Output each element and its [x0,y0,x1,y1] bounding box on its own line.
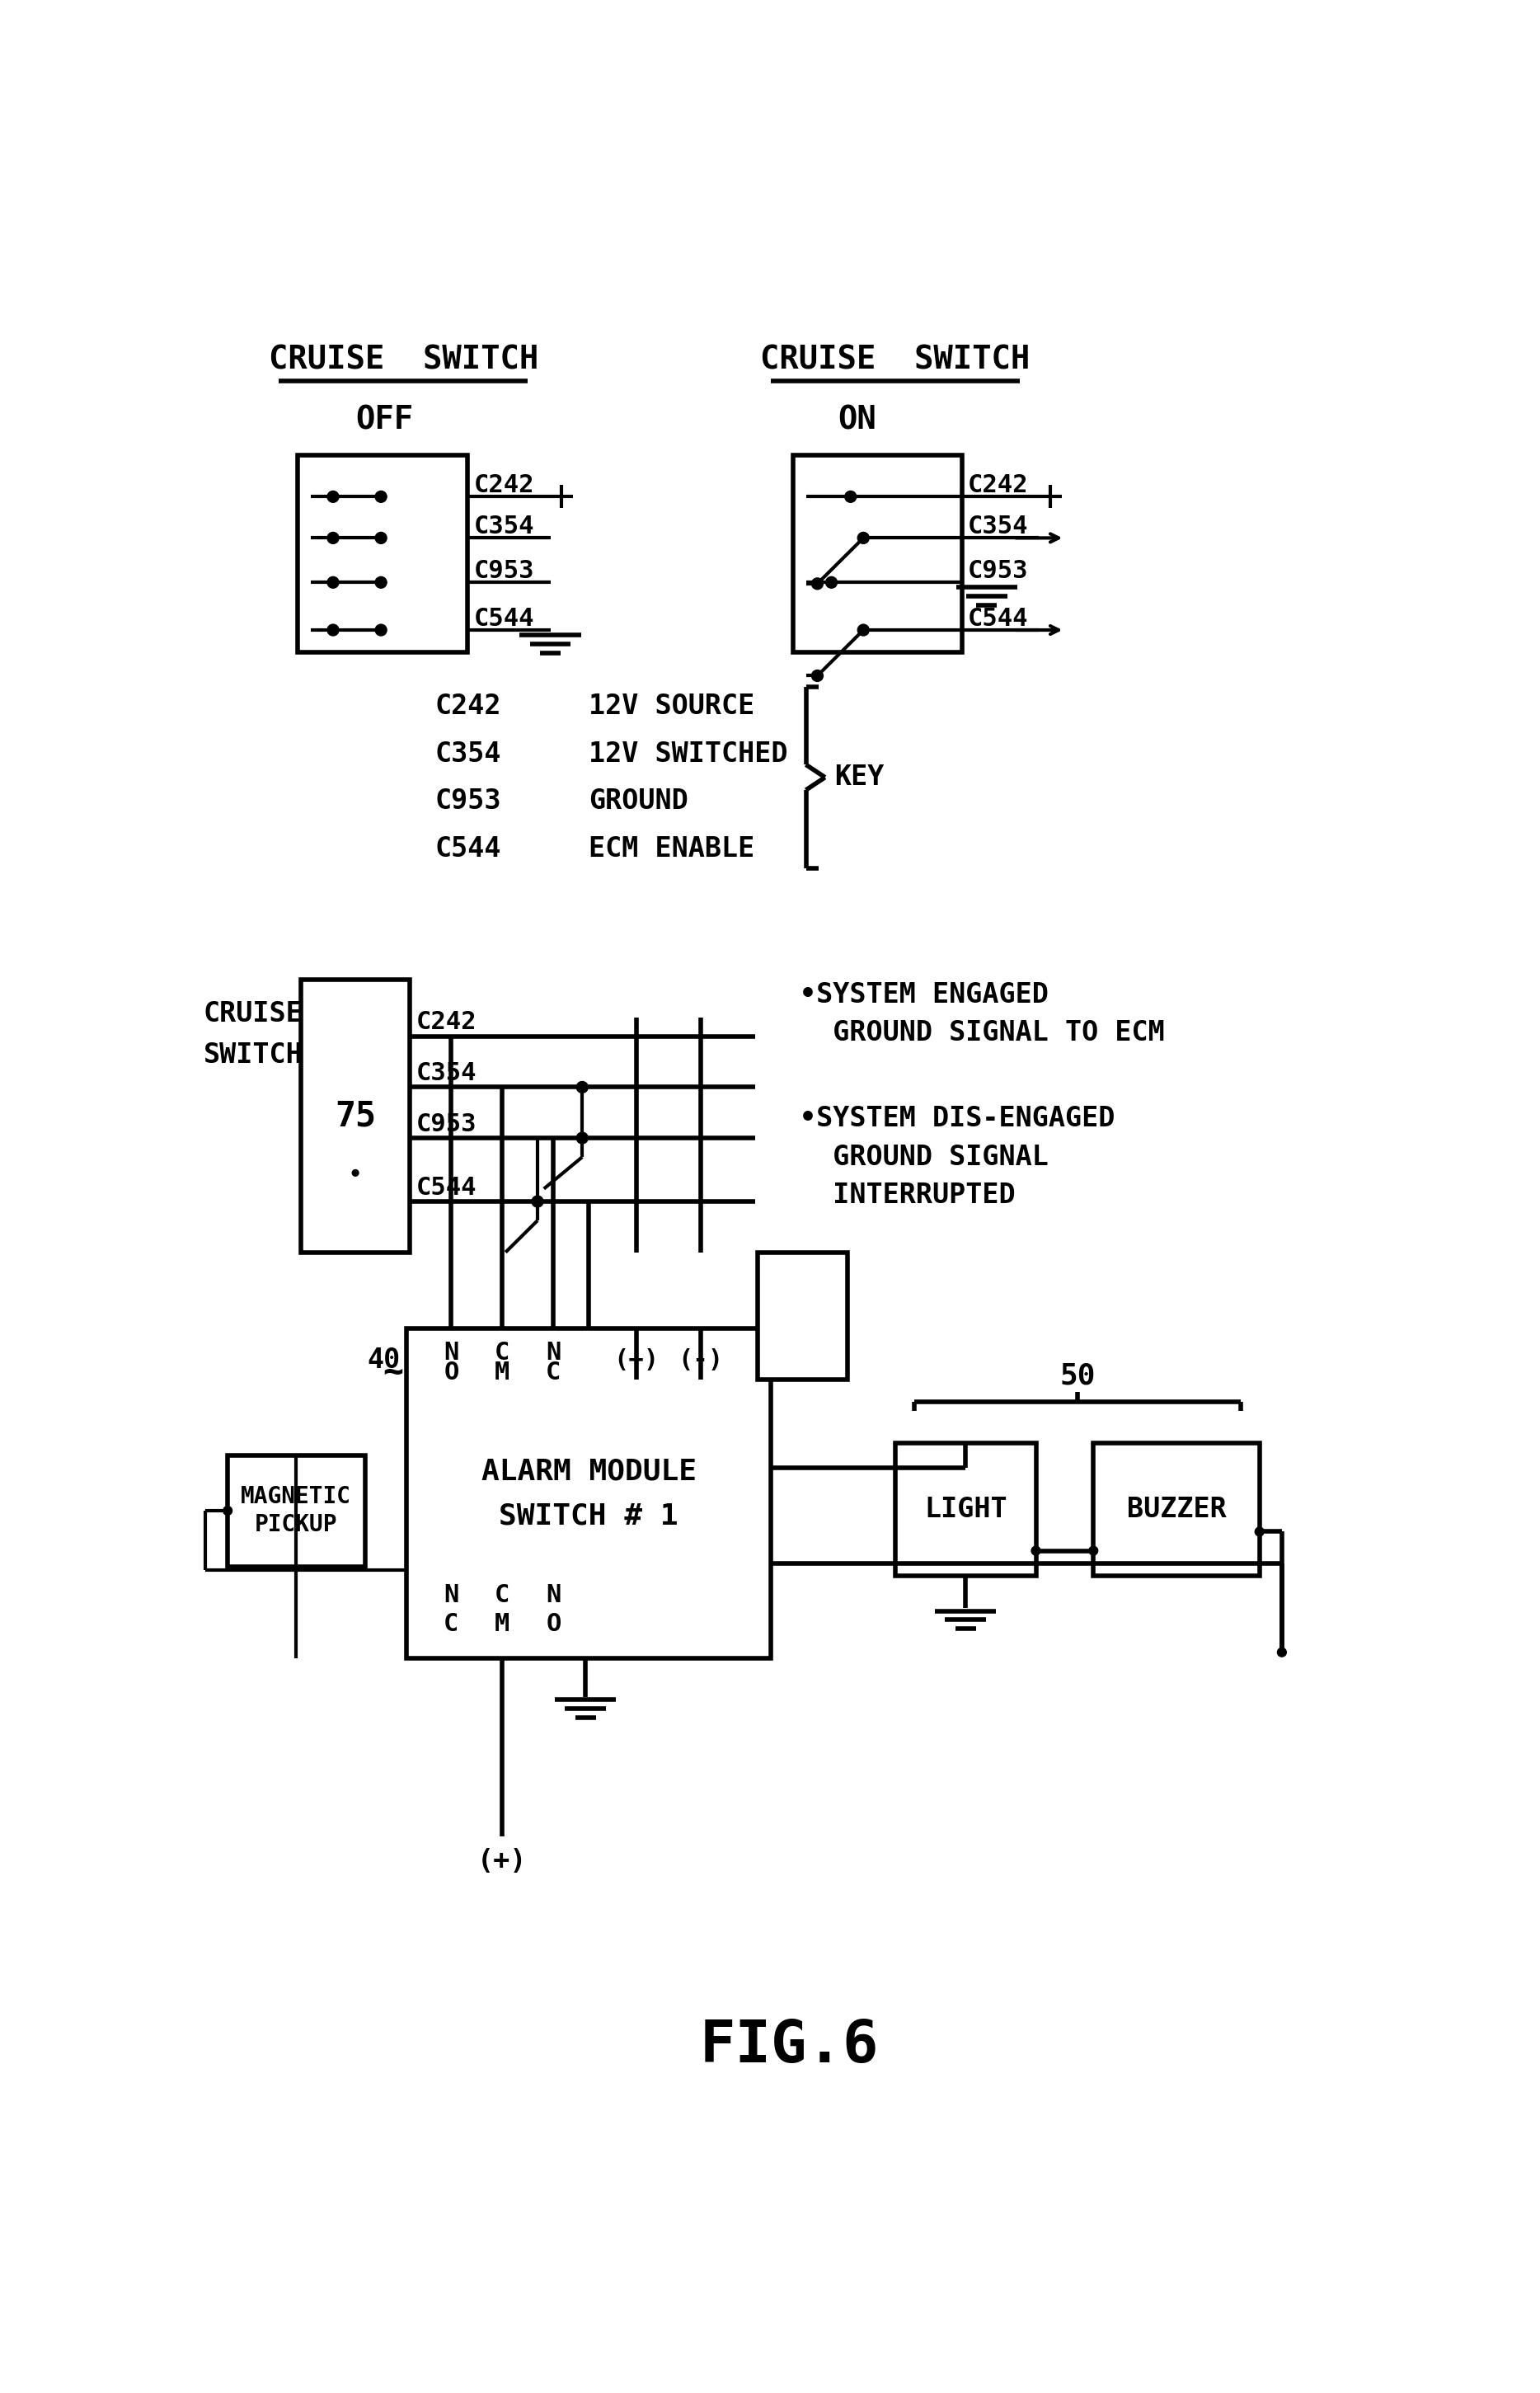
Bar [758,1252,847,1378]
Circle shape [576,1082,588,1094]
Text: SWITCH: SWITCH [203,1041,303,1070]
Text: N: N [545,1340,561,1364]
Text: BUZZER: BUZZER [1127,1496,1226,1522]
Text: C354: C354 [436,739,502,768]
Text: ALARM MODULE: ALARM MODULE [480,1457,696,1486]
Text: C544: C544 [416,1175,477,1199]
Text: C354: C354 [474,514,534,538]
Circle shape [858,531,869,543]
Circle shape [1089,1546,1098,1555]
Bar [297,455,467,653]
Text: C953: C953 [416,1113,477,1137]
Text: C544: C544 [967,608,1029,632]
Text: N: N [444,1340,459,1364]
Text: •SYSTEM DIS-ENGAGED: •SYSTEM DIS-ENGAGED [799,1106,1115,1132]
Text: PICKUP: PICKUP [254,1512,337,1536]
Text: ECM ENABLE: ECM ENABLE [588,835,755,864]
Text: SWITCH # 1: SWITCH # 1 [499,1503,678,1529]
Text: CRUISE  SWITCH: CRUISE SWITCH [268,345,539,376]
Circle shape [576,1132,588,1144]
Text: GROUND SIGNAL TO ECM: GROUND SIGNAL TO ECM [799,1019,1164,1046]
Text: (+): (+) [614,1347,659,1371]
Text: GROUND: GROUND [588,787,688,816]
Text: ~: ~ [383,1354,403,1390]
Circle shape [376,577,387,589]
Text: M: M [494,1362,510,1386]
Bar [302,979,410,1252]
Text: 50: 50 [1060,1362,1095,1390]
Text: C242: C242 [967,474,1029,498]
Text: C: C [545,1362,561,1386]
Text: 12V SOURCE: 12V SOURCE [588,692,755,720]
Text: CRUISE: CRUISE [203,1000,303,1027]
Text: C354: C354 [967,514,1029,538]
Circle shape [328,531,339,543]
Text: 40: 40 [367,1347,400,1374]
Bar [1093,1443,1260,1577]
Circle shape [328,577,339,589]
Circle shape [328,625,339,637]
Text: INTERRUPTED: INTERRUPTED [799,1182,1015,1208]
Text: M: M [494,1613,510,1637]
Circle shape [858,625,869,637]
Text: (-): (-) [678,1347,724,1371]
Text: C242: C242 [474,474,534,498]
Text: (+): (+) [477,1847,527,1876]
Text: C: C [444,1613,459,1637]
Text: C544: C544 [474,608,534,632]
Circle shape [376,491,387,503]
Text: C242: C242 [416,1010,477,1034]
Text: C953: C953 [967,560,1029,584]
Text: O: O [444,1362,459,1386]
Text: C354: C354 [416,1060,477,1084]
Text: 12V SWITCHED: 12V SWITCHED [588,739,788,768]
Circle shape [845,491,856,503]
Circle shape [812,579,822,589]
Text: ON: ON [838,404,876,436]
Circle shape [531,1196,544,1206]
Text: OFF: OFF [356,404,413,436]
Text: KEY: KEY [835,763,884,792]
Text: FIG.6: FIG.6 [699,2017,879,2075]
Circle shape [376,625,387,637]
Bar [793,455,962,653]
Text: O: O [545,1613,561,1637]
Circle shape [812,670,822,682]
Circle shape [1277,1649,1286,1656]
Text: •SYSTEM ENGAGED: •SYSTEM ENGAGED [799,981,1049,1010]
Text: GROUND SIGNAL: GROUND SIGNAL [799,1144,1049,1170]
Bar [895,1443,1036,1577]
Text: C953: C953 [436,787,502,816]
Circle shape [825,577,838,589]
Circle shape [328,491,339,503]
Text: C: C [494,1340,510,1364]
Circle shape [1032,1546,1041,1555]
Text: N: N [444,1584,459,1608]
Text: N: N [545,1584,561,1608]
Text: 75: 75 [334,1098,376,1132]
Text: C242: C242 [436,692,502,720]
Circle shape [223,1505,233,1515]
Circle shape [376,531,387,543]
Bar [228,1455,365,1567]
Bar [407,1328,770,1658]
Circle shape [1255,1527,1264,1536]
Text: C953: C953 [474,560,534,584]
Text: C: C [494,1584,510,1608]
Text: LIGHT: LIGHT [924,1496,1007,1522]
Text: MAGNETIC: MAGNETIC [240,1486,351,1508]
Text: C544: C544 [436,835,502,864]
Circle shape [353,1170,359,1175]
Text: CRUISE  SWITCH: CRUISE SWITCH [761,345,1030,376]
